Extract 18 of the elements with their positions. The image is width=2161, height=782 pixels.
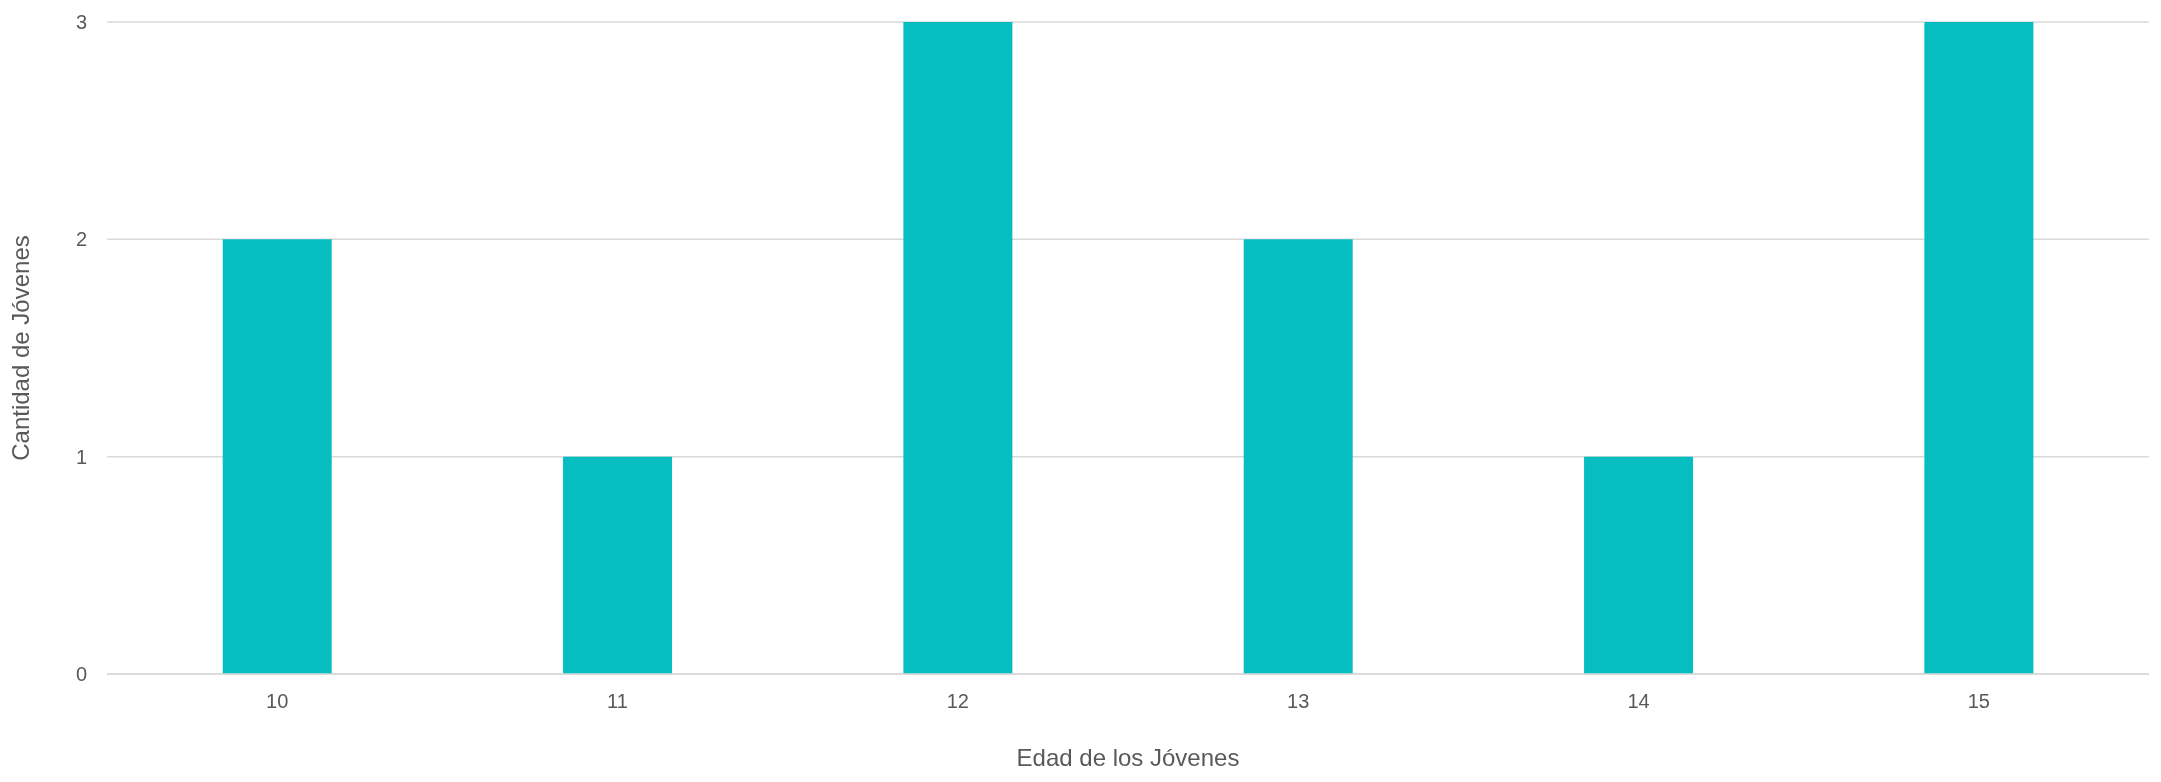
y-tick-label: 2 <box>75 228 87 251</box>
bar <box>1584 456 1694 674</box>
bar <box>222 239 332 674</box>
x-tick-label: 12 <box>946 690 969 713</box>
x-tick-label: 14 <box>1627 690 1650 713</box>
y-tick-label: 0 <box>75 663 87 686</box>
x-tick-label: 15 <box>1967 690 1990 713</box>
bar <box>903 22 1013 674</box>
x-axis-title: Edad de los Jóvenes <box>1016 744 1240 771</box>
x-tick-label: 13 <box>1287 690 1310 713</box>
y-tick-label: 1 <box>75 445 87 468</box>
bar <box>1924 22 2034 674</box>
bar <box>563 456 673 674</box>
x-tick-label: 11 <box>607 690 628 713</box>
y-tick-label: 3 <box>75 11 87 34</box>
y-axis-title: Cantidad de Jóvenes <box>6 235 34 461</box>
x-tick-label: 10 <box>266 690 289 713</box>
bar <box>1243 239 1353 674</box>
